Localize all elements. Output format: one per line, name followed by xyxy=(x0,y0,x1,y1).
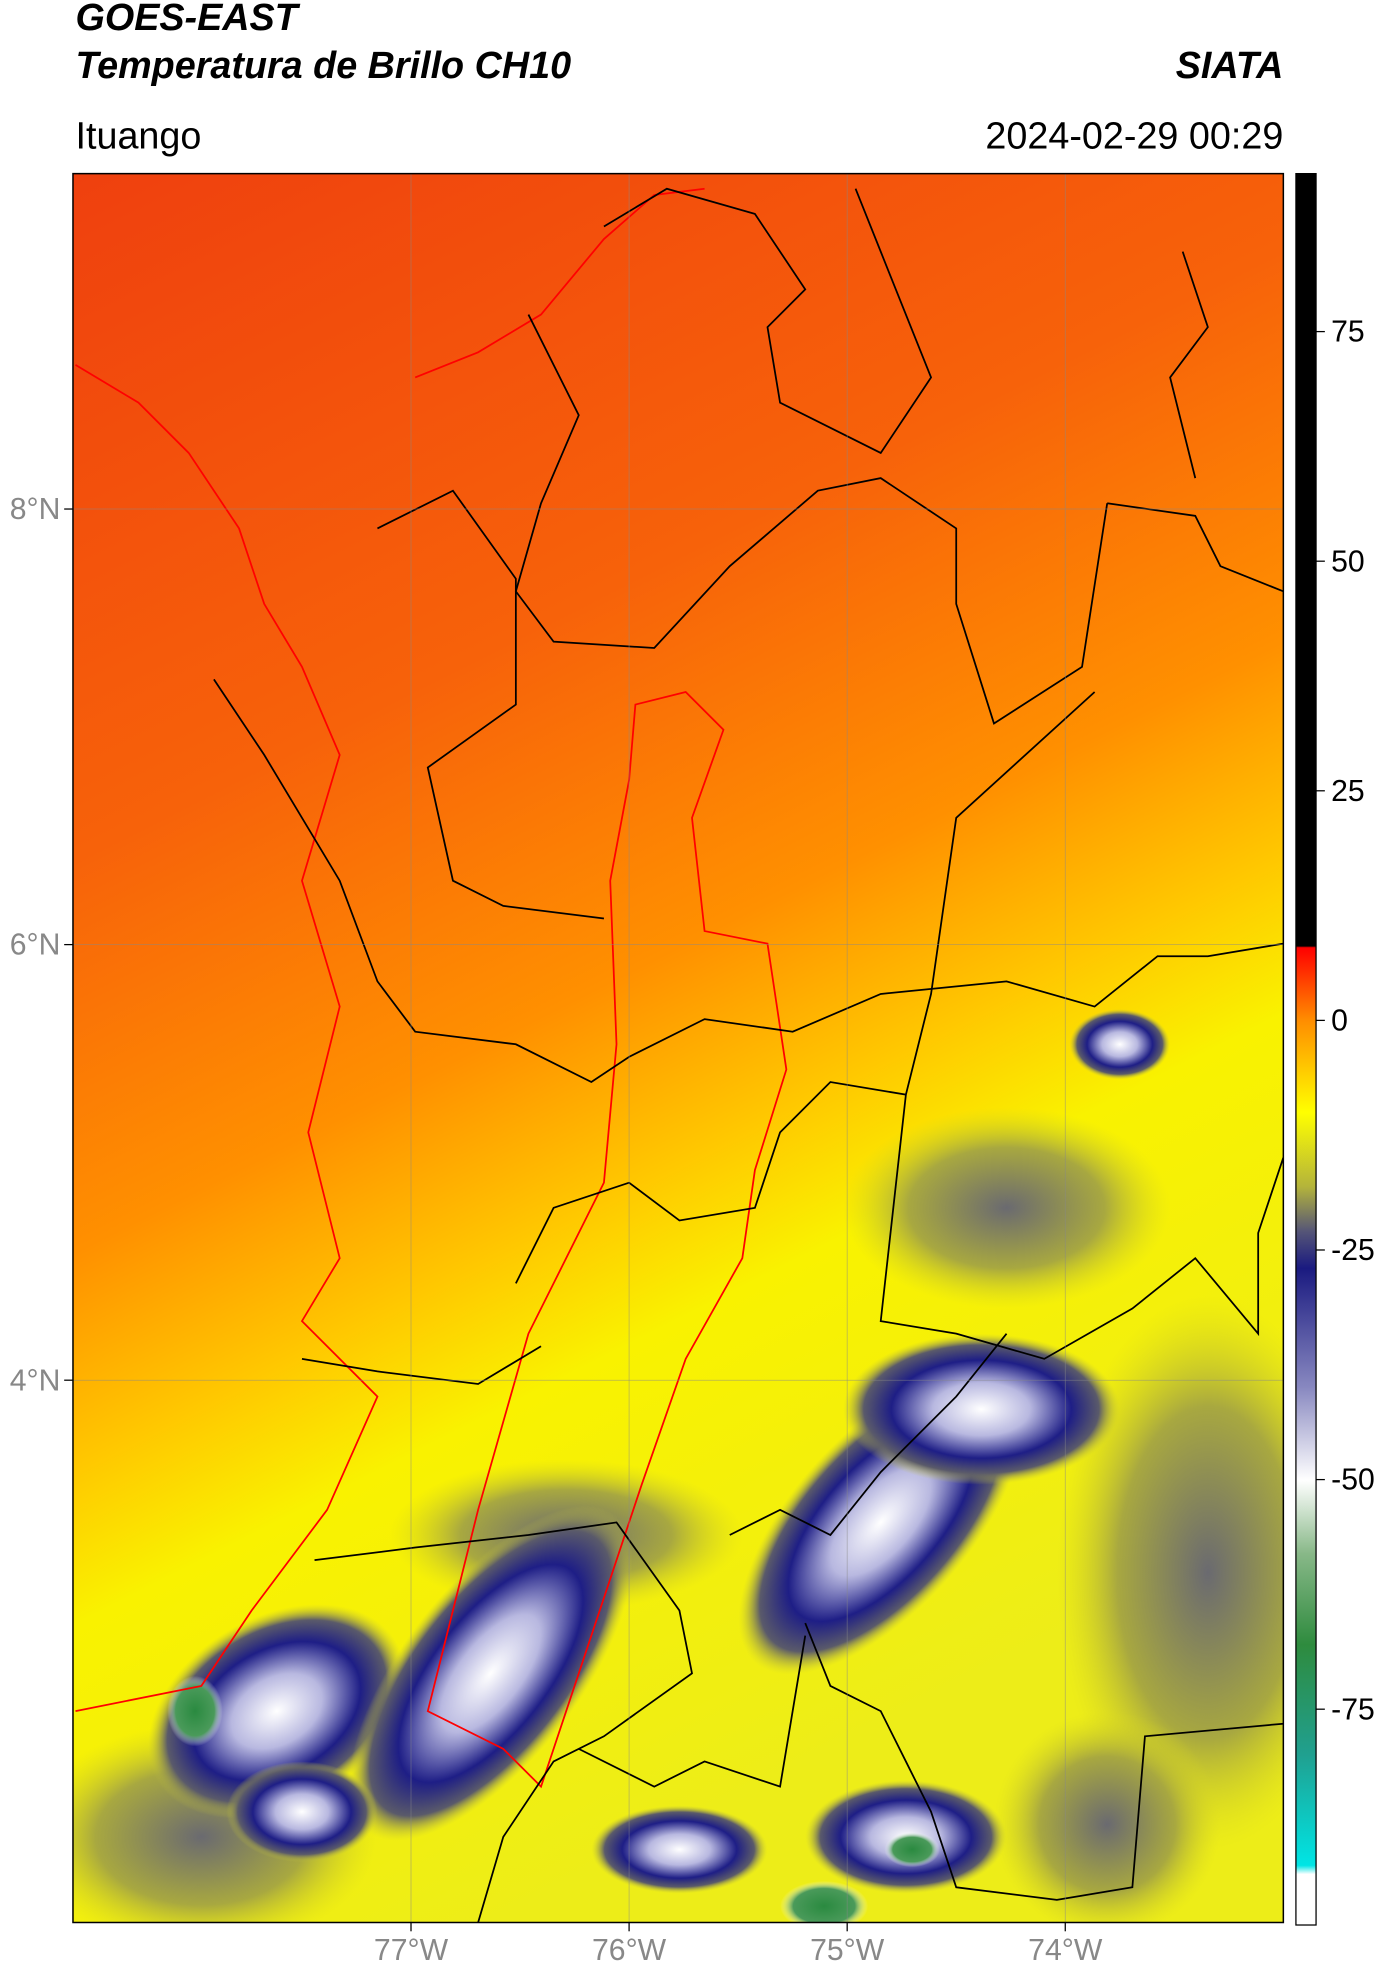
datetime: 2024-02-29 00:29 xyxy=(985,114,1283,156)
border xyxy=(1107,502,1284,593)
storm xyxy=(1069,1009,1171,1080)
map-image xyxy=(72,173,1284,1923)
border xyxy=(213,678,1284,1084)
y-tick-label: 4°N xyxy=(10,1364,61,1397)
border xyxy=(1169,251,1209,479)
x-tick-label: 76°W xyxy=(592,1934,667,1967)
colorbar-tick-label: -50 xyxy=(1331,1464,1375,1497)
cloud xyxy=(993,1711,1221,1923)
border xyxy=(514,314,1109,725)
border xyxy=(314,1521,693,1923)
coastline xyxy=(414,187,705,379)
y-tick-label: 6°N xyxy=(10,929,61,962)
border xyxy=(879,691,1284,1360)
colorbar xyxy=(1295,172,1317,1926)
storm xyxy=(842,1333,1120,1485)
storm xyxy=(348,1505,633,1842)
map-frame xyxy=(72,172,1285,1924)
colorbar-tick-label: 0 xyxy=(1331,1004,1348,1037)
coastline xyxy=(75,364,379,1712)
border xyxy=(377,489,605,920)
location: Ituango xyxy=(75,114,201,156)
cold-top xyxy=(780,1880,869,1923)
colorbar-tick-label: 25 xyxy=(1331,775,1365,808)
storm xyxy=(147,1604,406,1819)
cloud xyxy=(1056,1296,1284,1850)
agency: SIATA xyxy=(1176,44,1284,86)
storm xyxy=(591,1805,768,1894)
border xyxy=(804,1622,1284,1901)
colorbar-tick-label: 75 xyxy=(1331,316,1365,349)
title: GOES-EAST xyxy=(75,0,300,38)
colorbar-tick-label: -75 xyxy=(1331,1693,1375,1726)
x-tick-label: 74°W xyxy=(1028,1934,1103,1967)
cloud xyxy=(842,1107,1171,1309)
border xyxy=(515,1081,907,1284)
subtitle: Temperatura de Brillo CH10 xyxy=(75,44,571,86)
storm xyxy=(226,1761,378,1863)
cold-top xyxy=(884,1831,940,1868)
border xyxy=(729,1333,1008,1537)
border xyxy=(603,187,933,455)
colorbar-tick-label: 50 xyxy=(1331,545,1365,578)
y-tick-label: 8°N xyxy=(10,493,61,526)
border xyxy=(301,1345,542,1385)
cold-top xyxy=(167,1675,223,1747)
colorbar-tick-label: -25 xyxy=(1331,1234,1375,1267)
basin-outline xyxy=(426,691,788,1789)
x-tick-label: 77°W xyxy=(374,1934,449,1967)
grid xyxy=(72,173,1284,1923)
x-tick-label: 75°W xyxy=(810,1934,885,1967)
